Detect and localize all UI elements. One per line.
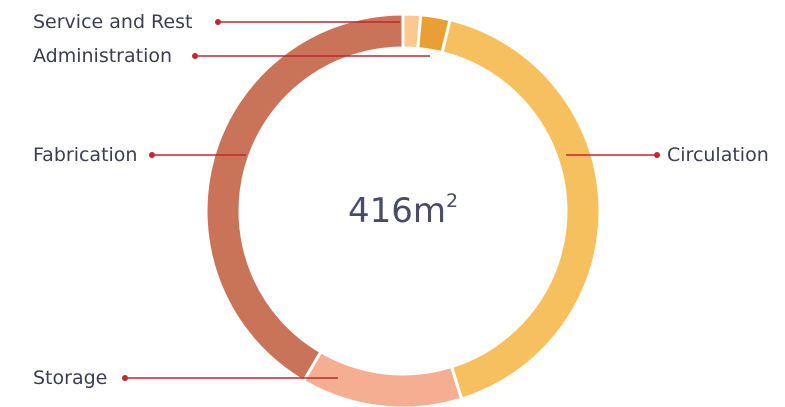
leader-dot-storage — [122, 375, 128, 381]
leader-dot-fabrication — [149, 152, 155, 158]
center-total-superscript: 2 — [446, 190, 458, 212]
label-service-and-rest: Service and Rest — [33, 11, 192, 33]
label-fabrication: Fabrication — [33, 144, 137, 166]
label-administration: Administration — [33, 45, 172, 67]
donut-slices — [204, 12, 602, 407]
slice-fabrication — [204, 12, 405, 384]
leader-dot-circulation — [654, 152, 660, 158]
slice-storage — [301, 349, 464, 407]
slice-annotations: Service and Rest Administration Circulatio… — [33, 11, 769, 389]
slice-circulation — [440, 17, 602, 401]
label-circulation: Circulation — [667, 144, 769, 166]
leader-dot-service-and-rest — [215, 19, 221, 25]
leader-dot-administration — [192, 53, 198, 59]
center-total: 416m2 — [348, 190, 458, 231]
center-total-value: 416m — [348, 191, 446, 231]
label-storage: Storage — [33, 367, 107, 389]
